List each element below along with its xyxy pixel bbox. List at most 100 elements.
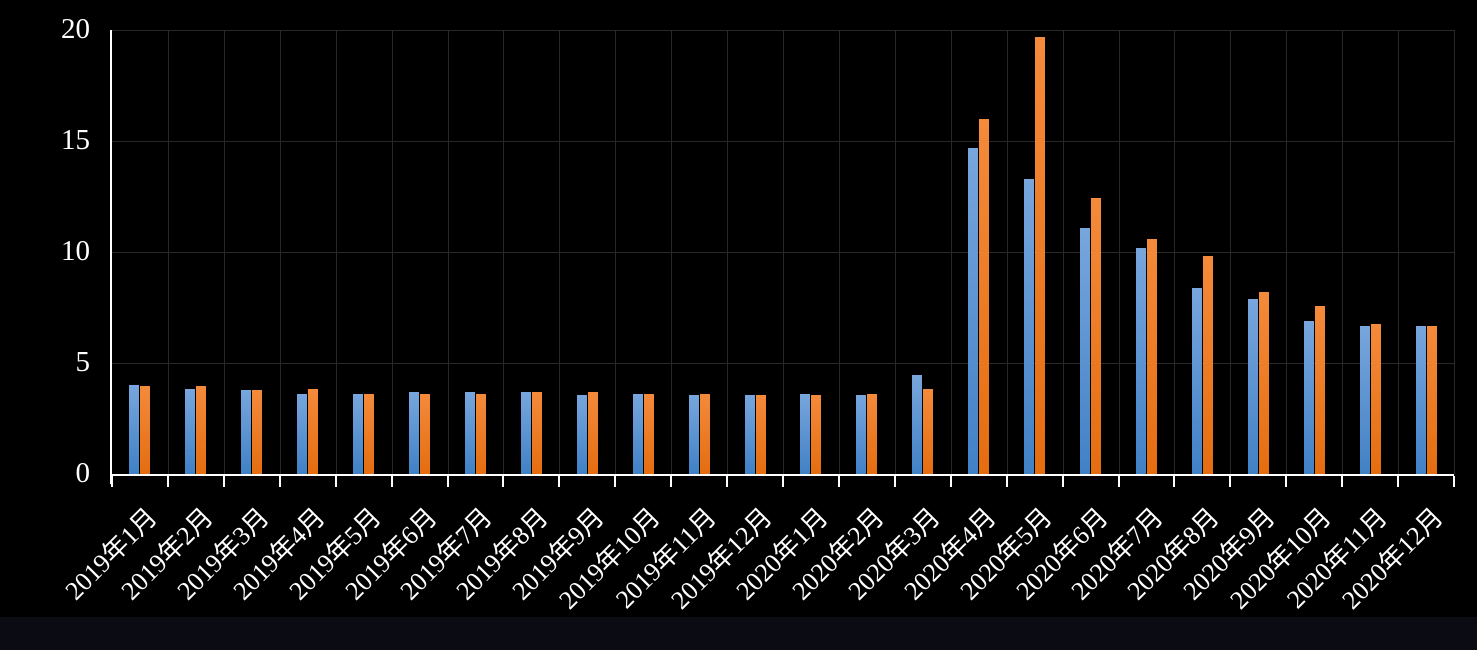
- bar-series-blue-2019年4月: [297, 394, 308, 474]
- bar-series-blue-2019年12月: [744, 395, 755, 474]
- x-axis-tick: [670, 476, 673, 487]
- v-gridline: [1398, 30, 1400, 474]
- v-gridline: [167, 30, 169, 474]
- v-gridline: [1174, 30, 1176, 474]
- bar-series-blue-2020年4月: [968, 147, 979, 474]
- bar-series-orange-2020年10月: [1314, 306, 1325, 474]
- bar-series-orange-2020年12月: [1426, 326, 1437, 474]
- v-gridline: [727, 30, 729, 474]
- bar-series-orange-2020年4月: [979, 118, 990, 474]
- x-axis-tick: [166, 476, 169, 487]
- x-axis-tick: [782, 476, 784, 487]
- y-axis-label: 0: [75, 457, 91, 489]
- bar-series-blue-2020年1月: [800, 394, 811, 474]
- bar-series-orange-2020年9月: [1258, 291, 1269, 474]
- x-axis: [110, 474, 1454, 476]
- x-axis-tick: [1173, 476, 1176, 487]
- bar-series-orange-2020年3月: [923, 388, 934, 474]
- bar-series-orange-2020年6月: [1091, 197, 1102, 474]
- v-gridline: [559, 30, 561, 474]
- bar-series-blue-2020年7月: [1135, 247, 1146, 474]
- v-gridline: [1006, 30, 1008, 474]
- bar-series-orange-2019年1月: [140, 386, 151, 474]
- v-gridline: [894, 30, 896, 474]
- bar-series-orange-2020年2月: [867, 394, 878, 474]
- bar-series-blue-2019年11月: [688, 395, 699, 474]
- v-gridline: [391, 30, 393, 474]
- bar-series-orange-2019年12月: [755, 395, 766, 474]
- bar-series-blue-2019年6月: [409, 391, 420, 474]
- x-axis-tick: [1285, 476, 1288, 487]
- y-axis: [110, 30, 112, 484]
- x-axis-tick: [1061, 476, 1064, 487]
- y-axis-label: 15: [61, 124, 90, 156]
- bar-series-blue-2019年3月: [241, 389, 252, 474]
- x-axis-tick: [278, 476, 281, 487]
- v-gridline: [1062, 30, 1064, 474]
- bar-series-blue-2020年3月: [912, 375, 923, 474]
- bar-series-orange-2020年1月: [811, 395, 822, 474]
- bar-series-blue-2019年1月: [129, 385, 140, 474]
- bar-series-blue-2019年10月: [632, 394, 643, 474]
- bar-series-orange-2019年6月: [420, 394, 431, 474]
- v-gridline: [279, 30, 281, 474]
- bar-series-blue-2020年5月: [1024, 178, 1035, 474]
- bar-series-blue-2020年10月: [1303, 320, 1314, 474]
- bar-series-blue-2019年7月: [464, 391, 475, 474]
- x-axis-tick: [837, 476, 840, 487]
- x-axis-tick: [502, 476, 505, 487]
- x-axis-tick: [614, 476, 617, 487]
- bar-series-blue-2019年9月: [576, 395, 587, 474]
- bar-series-blue-2020年12月: [1415, 326, 1426, 474]
- x-axis-tick: [222, 476, 225, 487]
- bar-series-blue-2020年6月: [1080, 227, 1091, 474]
- x-axis-tick: [1397, 476, 1400, 487]
- bar-series-blue-2020年11月: [1359, 326, 1370, 474]
- x-axis-tick: [1005, 476, 1008, 487]
- bar-series-orange-2020年7月: [1146, 238, 1157, 474]
- bar-series-orange-2019年7月: [475, 394, 486, 474]
- v-gridline: [783, 30, 784, 474]
- y-axis-label: 20: [61, 13, 90, 45]
- v-gridline: [950, 30, 952, 474]
- bar-series-blue-2019年5月: [353, 394, 364, 474]
- bar-series-orange-2019年5月: [364, 394, 375, 474]
- v-gridline: [447, 30, 449, 474]
- bar-series-orange-2019年8月: [531, 391, 542, 474]
- x-axis-tick: [446, 476, 449, 487]
- bar-series-orange-2019年10月: [643, 394, 654, 474]
- bar-series-orange-2020年5月: [1035, 36, 1046, 474]
- y-axis-label: 5: [75, 346, 91, 378]
- x-axis-tick: [390, 476, 393, 487]
- bar-series-orange-2019年9月: [587, 391, 598, 474]
- v-gridline: [1230, 30, 1232, 474]
- bar-series-blue-2020年2月: [856, 395, 867, 474]
- bar-series-orange-2020年11月: [1370, 324, 1381, 474]
- x-axis-tick: [334, 476, 337, 487]
- x-axis-tick: [111, 476, 113, 487]
- x-axis-tick: [893, 476, 896, 487]
- bar-series-blue-2019年8月: [520, 391, 531, 474]
- v-gridline: [838, 30, 840, 474]
- v-gridline: [615, 30, 617, 474]
- bar-series-blue-2019年2月: [185, 388, 196, 474]
- bar-series-orange-2019年3月: [252, 389, 263, 474]
- v-gridline: [503, 30, 505, 474]
- v-gridline: [223, 30, 225, 474]
- x-axis-tick: [1229, 476, 1232, 487]
- bar-series-blue-2020年9月: [1247, 298, 1258, 474]
- v-gridline: [1286, 30, 1288, 474]
- v-gridline: [671, 30, 673, 474]
- x-axis-tick: [1341, 476, 1344, 487]
- x-axis-tick: [726, 476, 729, 487]
- v-gridline: [1342, 30, 1344, 474]
- x-axis-tick: [558, 476, 561, 487]
- v-gridline: [1118, 30, 1120, 474]
- x-axis-tick: [1453, 476, 1455, 487]
- v-gridline: [335, 30, 337, 474]
- bar-series-orange-2019年11月: [699, 394, 710, 474]
- v-gridline: [1454, 30, 1455, 474]
- bar-series-orange-2020年8月: [1202, 256, 1213, 474]
- y-axis-label: 10: [61, 235, 90, 267]
